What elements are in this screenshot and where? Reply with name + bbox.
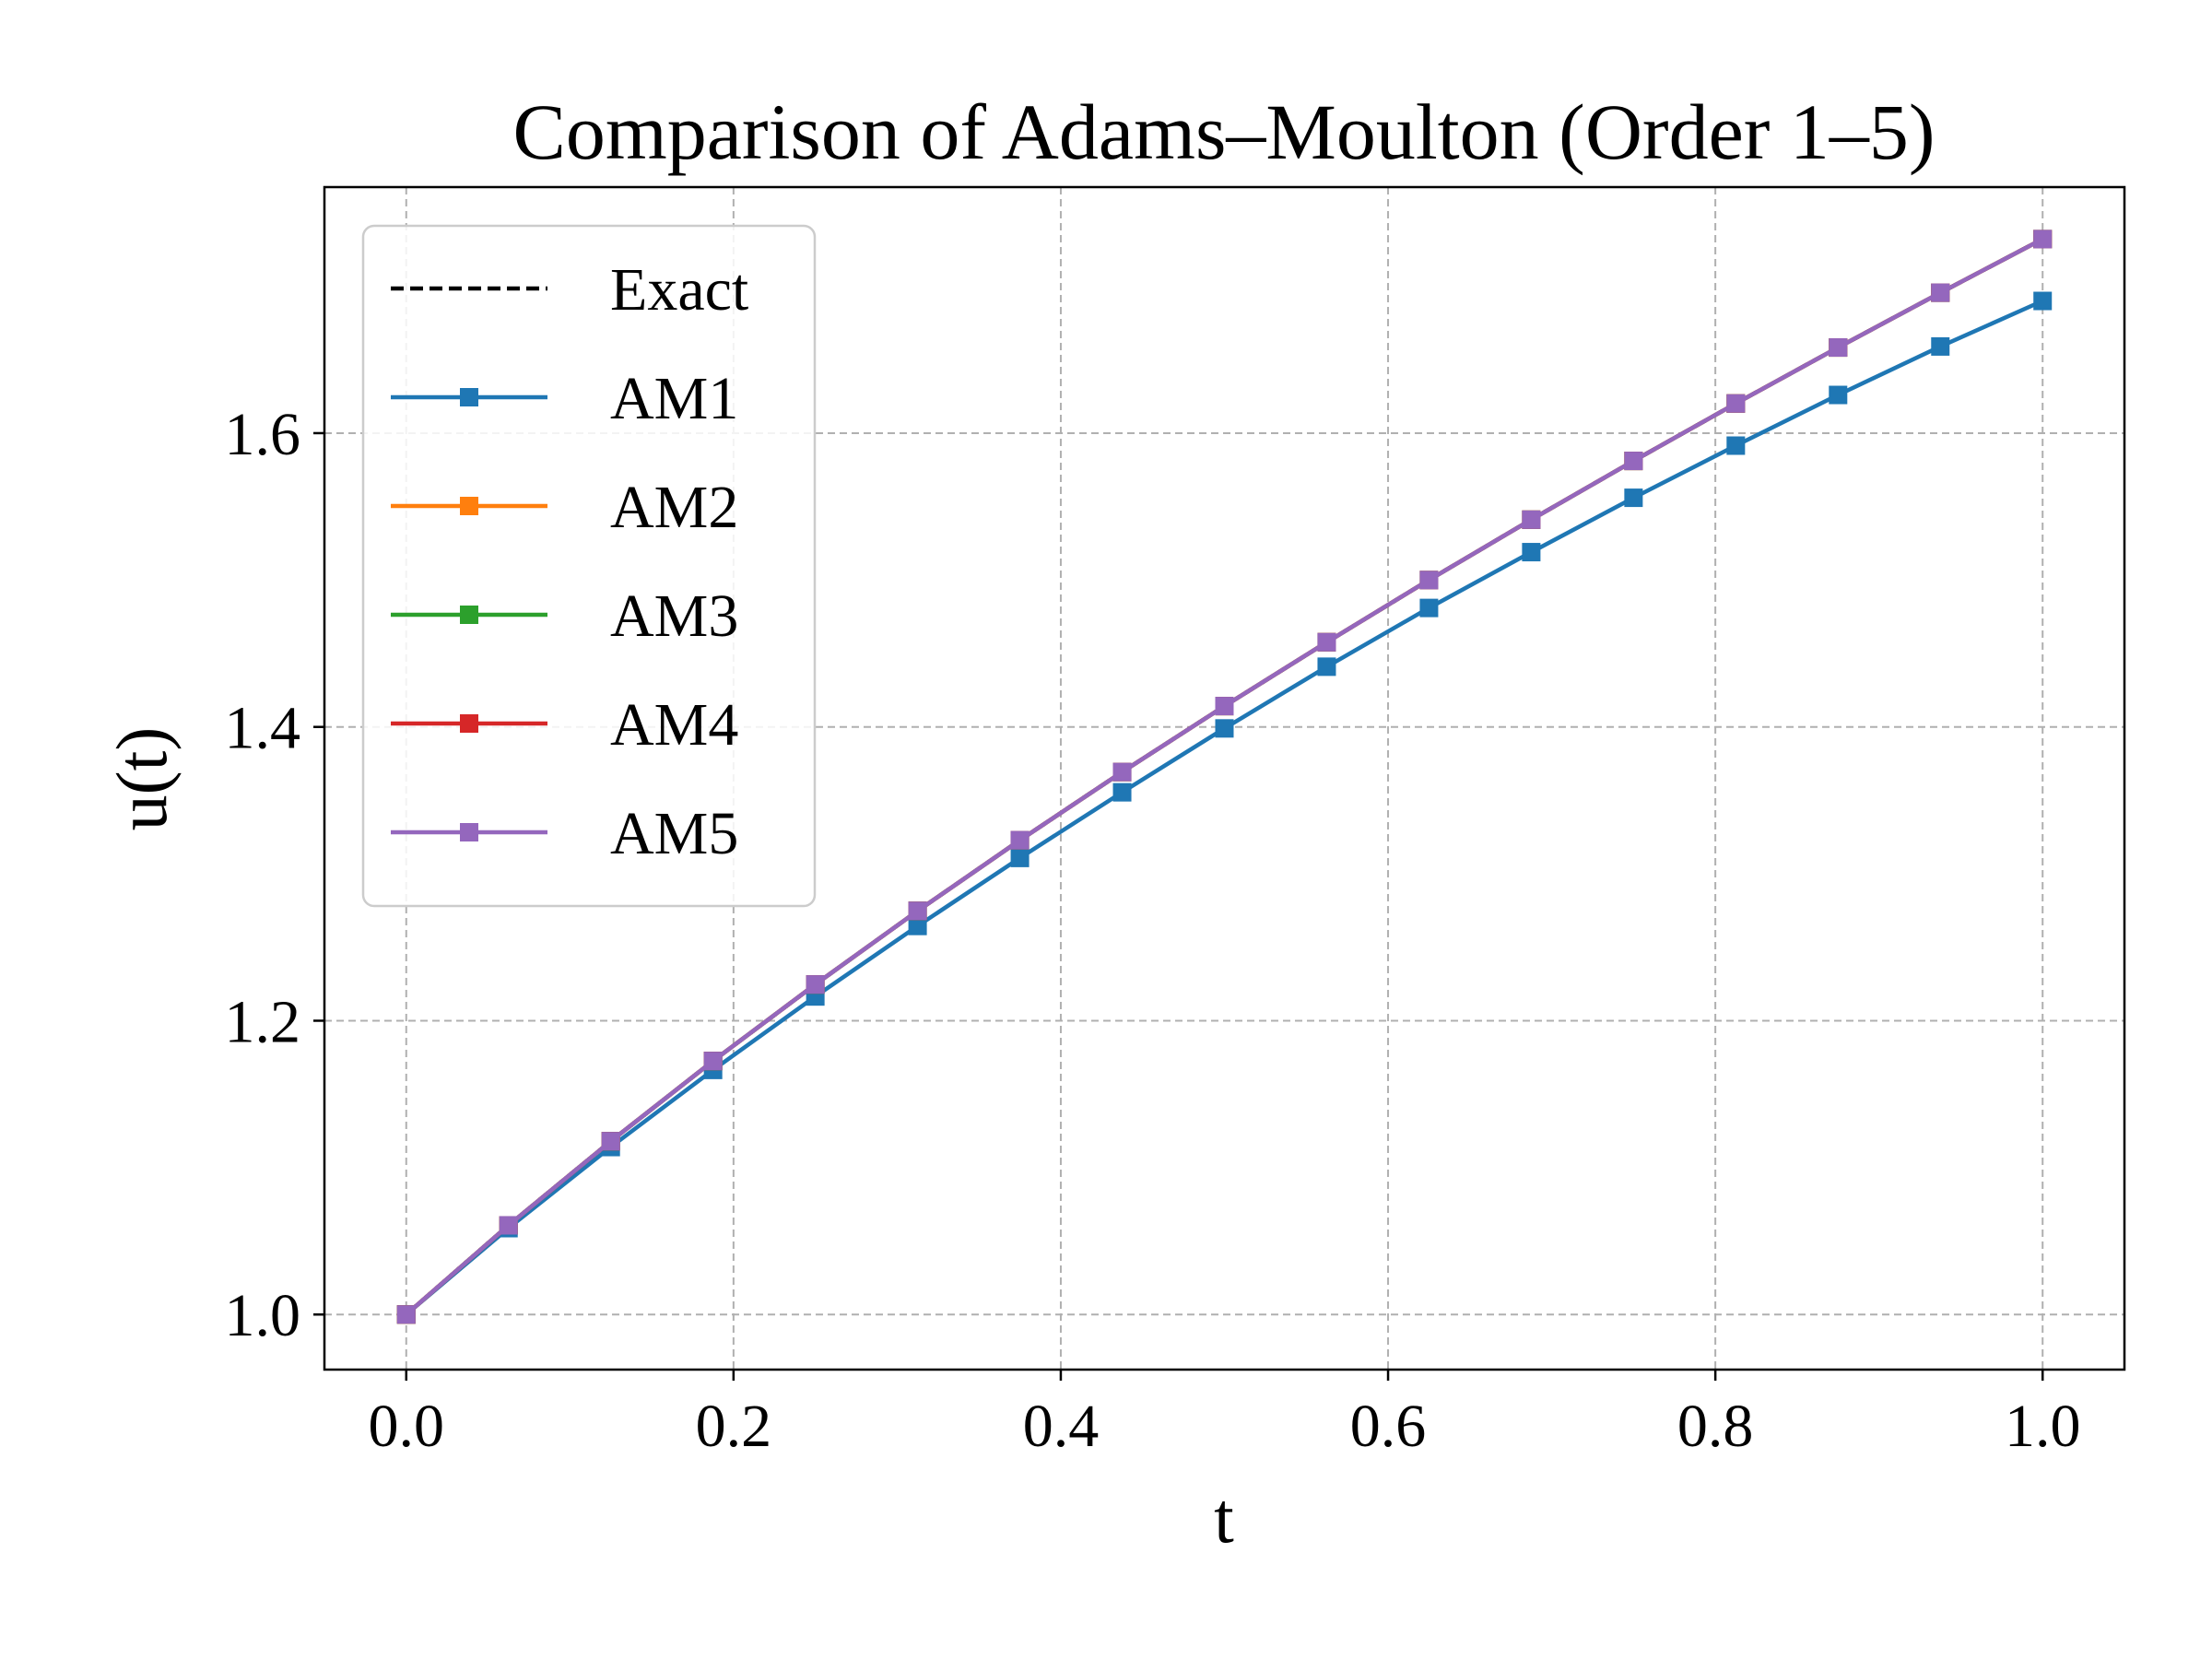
legend-item-exact: Exact <box>391 256 748 324</box>
x-tick-label: 1.0 <box>2005 1393 2081 1460</box>
data-point-am1 <box>1726 436 1746 455</box>
legend-label: AM1 <box>610 365 738 432</box>
legend-marker <box>460 388 478 406</box>
data-point-am1 <box>1215 719 1234 738</box>
data-point-am5 <box>1419 571 1439 590</box>
data-point-am5 <box>1726 394 1746 413</box>
data-point-am1 <box>1317 657 1336 677</box>
data-point-am5 <box>1829 338 1848 358</box>
data-point-am5 <box>908 901 927 921</box>
data-point-am5 <box>396 1305 416 1324</box>
data-point-am1 <box>1931 336 1950 356</box>
plot-area <box>396 229 2053 1324</box>
data-point-am1 <box>1624 488 1643 508</box>
x-tick-label: 0.8 <box>1677 1393 1754 1460</box>
data-point-am5 <box>1317 632 1336 652</box>
legend-marker <box>460 823 478 841</box>
legend-label: AM2 <box>610 474 738 541</box>
data-point-am5 <box>601 1132 620 1151</box>
data-point-am1 <box>1522 543 1541 562</box>
data-point-am5 <box>1112 762 1132 782</box>
data-point-am5 <box>1931 283 1950 302</box>
y-tick-label: 1.6 <box>225 401 301 468</box>
y-axis-label: u(t) <box>101 727 182 831</box>
x-tick-label: 0.4 <box>1023 1393 1100 1460</box>
data-point-am5 <box>1522 510 1541 529</box>
data-point-am1 <box>1829 385 1848 405</box>
data-point-am5 <box>1010 830 1030 850</box>
data-point-am5 <box>806 975 825 994</box>
axis-ticks: 0.0 0.2 0.4 0.6 0.8 1.0 1.0 1.2 1.4 1.6 <box>225 401 2081 1460</box>
data-point-am5 <box>1624 452 1643 471</box>
data-point-am5 <box>1215 697 1234 716</box>
legend-label: Exact <box>610 256 748 324</box>
legend-label: AM4 <box>610 691 738 759</box>
legend-marker <box>460 497 478 515</box>
data-point-am5 <box>2033 229 2053 249</box>
legend: Exact AM1 AM2 AM3 AM4 AM5 <box>361 224 817 908</box>
legend-marker <box>460 606 478 624</box>
x-tick-label: 0.2 <box>696 1393 772 1460</box>
legend-item-am4: AM4 <box>391 691 738 759</box>
y-tick-label: 1.2 <box>225 988 301 1055</box>
legend-box <box>361 224 817 908</box>
data-point-am1 <box>1010 848 1030 867</box>
legend-item-am3: AM3 <box>391 582 738 650</box>
x-axis-label: t <box>1214 1477 1234 1558</box>
x-tick-label: 0.0 <box>369 1393 445 1460</box>
x-tick-label: 0.6 <box>1350 1393 1427 1460</box>
series-am5 <box>396 229 2053 1324</box>
legend-marker <box>460 714 478 733</box>
data-point-am1 <box>1419 598 1439 618</box>
legend-item-am1: AM1 <box>391 365 738 432</box>
data-point-am1 <box>908 916 927 935</box>
data-point-am1 <box>1112 782 1132 802</box>
y-tick-label: 1.0 <box>225 1282 301 1349</box>
legend-item-am5: AM5 <box>391 800 738 867</box>
data-point-am5 <box>703 1052 723 1071</box>
axes-frame <box>323 185 2126 1371</box>
legend-item-am2: AM2 <box>391 474 738 541</box>
data-point-am5 <box>499 1216 518 1235</box>
y-tick-label: 1.4 <box>225 695 301 762</box>
data-point-am1 <box>2033 291 2053 311</box>
legend-label: AM3 <box>610 582 738 650</box>
chart-title: Comparison of Adams–Moulton (Order 1–5) <box>512 88 1935 176</box>
legend-label: AM5 <box>610 800 738 867</box>
